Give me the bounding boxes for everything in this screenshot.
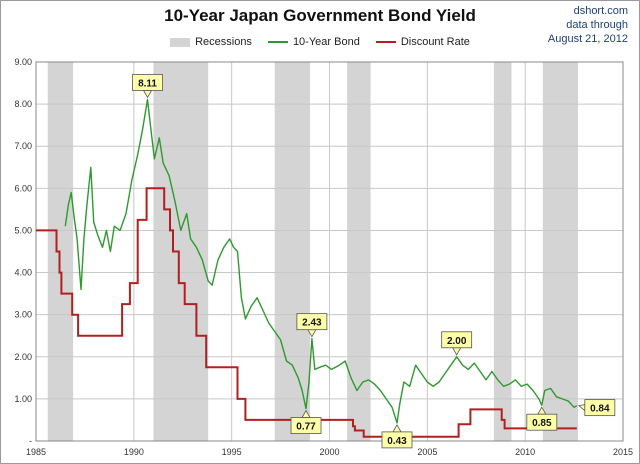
- recession-band-2: [274, 62, 310, 441]
- legend-label-recessions: Recessions: [195, 36, 252, 48]
- y-tick-label-4: 4.00: [14, 268, 32, 278]
- callout-pointer-0: [142, 90, 153, 99]
- x-tick-label-6: 2015: [613, 447, 633, 457]
- y-tick-label-7: 7.00: [14, 141, 32, 151]
- source-note: dshort.com data through August 21, 2012: [548, 4, 628, 46]
- legend-item-discount: Discount Rate: [375, 36, 470, 48]
- recession-band-1: [153, 62, 209, 441]
- source-line-date: August 21, 2012: [547, 33, 628, 45]
- callout-label-5: 0.85: [532, 418, 552, 429]
- chart-title: 10-Year Japan Government Bond Yield: [164, 6, 476, 25]
- callout-label-3: 0.43: [387, 436, 407, 447]
- legend-label-bond: 10-Year Bond: [292, 36, 360, 48]
- callout-label-1: 2.43: [302, 318, 322, 329]
- chart-legend: Recessions 10-Year Bond Discount Rate: [0, 36, 640, 48]
- y-tick-label-0: -: [29, 436, 32, 446]
- legend-item-recessions: Recessions: [170, 36, 252, 48]
- y-tick-label-3: 3.00: [14, 310, 32, 320]
- legend-swatch-discount: [375, 41, 396, 43]
- y-tick-label-8: 8.00: [14, 99, 32, 109]
- y-tick-label-2: 2.00: [14, 352, 32, 362]
- recession-band-4: [493, 62, 512, 441]
- x-tick-label-4: 2005: [417, 447, 437, 457]
- callout-label-6: 0.84: [590, 404, 610, 415]
- x-tick-label-2: 1995: [222, 447, 242, 457]
- callout-label-2: 0.77: [296, 422, 316, 433]
- callout-box-1: [296, 313, 328, 331]
- legend-swatch-recessions: [170, 37, 191, 47]
- x-tick-label-1: 1990: [124, 447, 144, 457]
- legend-label-discount: Discount Rate: [400, 36, 470, 48]
- y-tick-label-1: 1.00: [14, 394, 32, 404]
- plot-border: [35, 61, 624, 442]
- series-line-10-year-bond: [64, 98, 578, 424]
- y-tick-label-9: 9.00: [14, 57, 32, 67]
- recession-band-3: [347, 62, 371, 441]
- x-tick-label-0: 1985: [26, 447, 46, 457]
- callout-pointer-3: [392, 424, 402, 433]
- x-tick-label-3: 2000: [319, 447, 339, 457]
- callout-box-4: [441, 331, 473, 349]
- callout-label-0: 8.11: [138, 78, 157, 89]
- callout-box-5: [526, 413, 558, 431]
- source-line-label: data through: [566, 19, 628, 31]
- recession-band-5: [542, 62, 578, 441]
- callout-label-4: 2.00: [447, 336, 467, 347]
- source-line-site: dshort.com: [573, 5, 628, 17]
- callout-box-3: [381, 431, 413, 449]
- callout-box-0: [132, 74, 163, 91]
- x-tick-label-5: 2010: [515, 447, 535, 457]
- callout-pointer-4: [451, 347, 462, 356]
- legend-item-bond: 10-Year Bond: [267, 36, 360, 48]
- callout-box-6: [584, 399, 616, 417]
- legend-swatch-bond: [267, 41, 288, 43]
- y-tick-label-6: 6.00: [14, 183, 32, 193]
- callout-pointer-6: [577, 404, 586, 412]
- callout-box-2: [290, 417, 322, 434]
- y-tick-label-5: 5.00: [14, 225, 32, 235]
